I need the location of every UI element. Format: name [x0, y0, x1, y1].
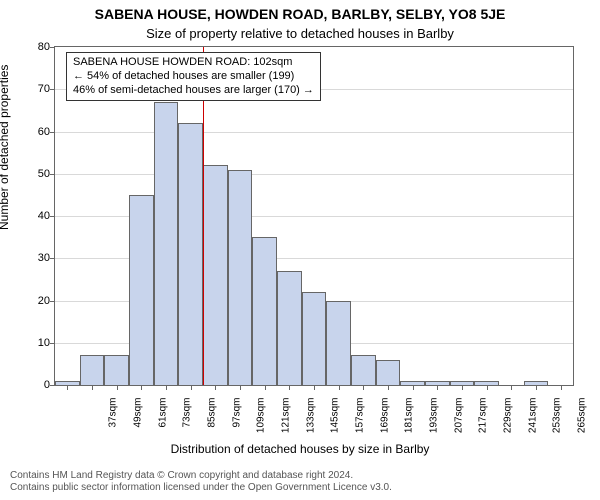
- x-tick-mark: [437, 386, 438, 390]
- x-tick-label: 217sqm: [478, 398, 489, 448]
- histogram-bar: [104, 355, 129, 385]
- x-tick-mark: [240, 386, 241, 390]
- x-tick-label: 169sqm: [379, 398, 390, 448]
- x-tick-mark: [339, 386, 340, 390]
- x-tick-mark: [561, 386, 562, 390]
- histogram-bar: [326, 301, 351, 386]
- histogram-bar: [55, 381, 80, 385]
- histogram-bar: [80, 355, 105, 385]
- histogram-bar: [302, 292, 327, 385]
- histogram-bar: [203, 165, 228, 385]
- histogram-bar: [277, 271, 302, 385]
- x-tick-mark: [141, 386, 142, 390]
- histogram-bar: [450, 381, 475, 385]
- y-tick-label: 80: [20, 41, 50, 53]
- histogram-bar: [154, 102, 179, 385]
- gridline-h: [55, 174, 573, 175]
- histogram-bar: [228, 170, 253, 385]
- x-tick-mark: [462, 386, 463, 390]
- annotation-line1: SABENA HOUSE HOWDEN ROAD: 102sqm: [73, 56, 314, 70]
- x-tick-label: 253sqm: [552, 398, 563, 448]
- histogram-bar: [400, 381, 425, 385]
- y-tick-label: 0: [20, 379, 50, 391]
- y-axis-label: Number of detached properties: [0, 65, 11, 230]
- x-tick-mark: [117, 386, 118, 390]
- x-axis-label: Distribution of detached houses by size …: [0, 442, 600, 456]
- x-tick-label: 229sqm: [503, 398, 514, 448]
- y-tick-mark: [50, 343, 54, 344]
- x-tick-label: 109sqm: [256, 398, 267, 448]
- y-tick-label: 20: [20, 295, 50, 307]
- x-tick-mark: [215, 386, 216, 390]
- annotation-box: SABENA HOUSE HOWDEN ROAD: 102sqm← 54% of…: [66, 52, 321, 101]
- x-tick-label: 207sqm: [453, 398, 464, 448]
- footer-line-2: Contains public sector information licen…: [10, 482, 590, 494]
- x-tick-mark: [487, 386, 488, 390]
- x-tick-mark: [289, 386, 290, 390]
- histogram-bar: [252, 237, 277, 385]
- y-tick-mark: [50, 216, 54, 217]
- x-tick-label: 157sqm: [355, 398, 366, 448]
- histogram-bar: [178, 123, 203, 385]
- x-tick-label: 193sqm: [429, 398, 440, 448]
- x-tick-label: 241sqm: [527, 398, 538, 448]
- x-tick-label: 181sqm: [404, 398, 415, 448]
- x-tick-mark: [388, 386, 389, 390]
- histogram-bar: [376, 360, 401, 385]
- x-tick-label: 133sqm: [305, 398, 316, 448]
- x-tick-mark: [67, 386, 68, 390]
- chart-title-sub: Size of property relative to detached ho…: [0, 26, 600, 41]
- y-tick-label: 70: [20, 83, 50, 95]
- x-tick-label: 37sqm: [108, 398, 119, 448]
- y-tick-mark: [50, 385, 54, 386]
- x-tick-mark: [92, 386, 93, 390]
- x-tick-label: 265sqm: [577, 398, 588, 448]
- x-tick-mark: [536, 386, 537, 390]
- y-tick-mark: [50, 47, 54, 48]
- histogram-bar: [524, 381, 549, 385]
- annotation-line3: 46% of semi-detached houses are larger (…: [73, 84, 314, 98]
- histogram-bar: [474, 381, 499, 385]
- x-tick-label: 49sqm: [133, 398, 144, 448]
- y-tick-mark: [50, 132, 54, 133]
- y-tick-mark: [50, 258, 54, 259]
- x-tick-mark: [265, 386, 266, 390]
- y-tick-label: 10: [20, 337, 50, 349]
- x-tick-label: 73sqm: [182, 398, 193, 448]
- histogram-bar: [129, 195, 154, 385]
- x-tick-label: 121sqm: [281, 398, 292, 448]
- x-tick-label: 85sqm: [207, 398, 218, 448]
- x-tick-label: 145sqm: [330, 398, 341, 448]
- chart-title-main: SABENA HOUSE, HOWDEN ROAD, BARLBY, SELBY…: [0, 6, 600, 22]
- x-tick-mark: [314, 386, 315, 390]
- x-tick-mark: [166, 386, 167, 390]
- y-tick-label: 50: [20, 168, 50, 180]
- x-tick-mark: [191, 386, 192, 390]
- y-tick-label: 60: [20, 126, 50, 138]
- histogram-bar: [425, 381, 450, 385]
- y-tick-mark: [50, 174, 54, 175]
- x-tick-mark: [413, 386, 414, 390]
- y-tick-label: 40: [20, 210, 50, 222]
- annotation-line2: ← 54% of detached houses are smaller (19…: [73, 70, 314, 84]
- histogram-bar: [351, 355, 376, 385]
- x-tick-mark: [363, 386, 364, 390]
- y-tick-label: 30: [20, 252, 50, 264]
- x-tick-label: 61sqm: [157, 398, 168, 448]
- y-tick-mark: [50, 301, 54, 302]
- x-tick-label: 97sqm: [231, 398, 242, 448]
- chart-container: SABENA HOUSE, HOWDEN ROAD, BARLBY, SELBY…: [0, 0, 600, 500]
- gridline-h: [55, 132, 573, 133]
- x-tick-mark: [511, 386, 512, 390]
- footer-line-1: Contains HM Land Registry data © Crown c…: [10, 470, 590, 482]
- y-tick-mark: [50, 89, 54, 90]
- footer-attribution: Contains HM Land Registry data © Crown c…: [10, 470, 590, 494]
